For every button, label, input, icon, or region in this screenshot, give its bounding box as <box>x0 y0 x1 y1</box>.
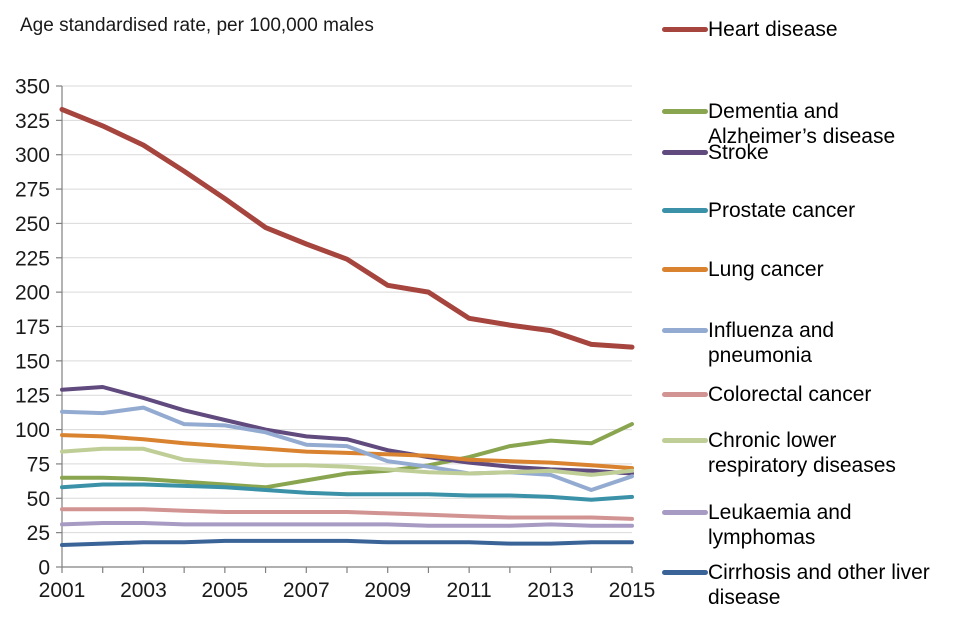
legend-swatch-icon <box>662 510 708 515</box>
legend-item-stroke: Stroke <box>662 140 769 165</box>
legend-item-lung-cancer: Lung cancer <box>662 257 824 282</box>
series-line-colorectal-cancer <box>60 507 634 521</box>
legend-item-leukaemia-and-lymphomas: Leukaemia and lymphomas <box>662 500 852 550</box>
series-line-leukaemia-and-lymphomas <box>60 521 634 528</box>
legend-label: Lung cancer <box>708 258 824 281</box>
x-tick-label: 2011 <box>447 579 492 602</box>
legend-swatch-icon <box>662 438 708 443</box>
y-tick-label: 275 <box>15 179 50 202</box>
legend-swatch-icon <box>662 392 708 397</box>
legend-swatch-icon <box>662 208 708 213</box>
legend-label: Cirrhosis and other liver disease <box>708 561 930 609</box>
x-tick-label: 2015 <box>609 579 656 602</box>
legend-swatch-icon <box>662 27 708 32</box>
y-tick-label: 325 <box>15 110 50 133</box>
legend-item-chronic-lower-respiratory-diseases: Chronic lower respiratory diseases <box>662 428 896 478</box>
legend-label: Prostate cancer <box>708 199 856 222</box>
legend-item-heart-disease: Heart disease <box>662 17 838 42</box>
legend-item-cirrhosis-and-other-liver-disease: Cirrhosis and other liver disease <box>662 560 930 610</box>
series-line-dementia-and-alzheimer-s-disease <box>60 422 634 490</box>
y-tick-label: 225 <box>15 247 50 270</box>
legend-swatch-icon <box>662 267 708 272</box>
x-tick-label: 2005 <box>201 579 248 602</box>
series-line-lung-cancer <box>60 433 634 471</box>
legend-label: Stroke <box>708 141 769 164</box>
y-tick-label: 200 <box>15 282 50 305</box>
legend-label: Heart disease <box>708 18 838 41</box>
y-tick-label: 100 <box>15 419 50 442</box>
line-chart: 0 25 50 75 100 125 150 175 200 225 250 275 300 325 350… <box>15 76 656 603</box>
x-tick-labels: 2001 2003 2005 2007 2009 2011 2013 2015 <box>39 579 656 602</box>
legend-swatch-icon <box>662 150 708 155</box>
y-tick-label: 150 <box>15 350 50 373</box>
series-lines <box>59 106 635 547</box>
legend-label: Influenza and pneumonia <box>708 319 835 367</box>
y-tick-label: 300 <box>15 144 50 167</box>
x-tick-label: 2001 <box>39 579 86 602</box>
legend-swatch-icon <box>662 570 708 575</box>
y-tick-label: 175 <box>15 316 50 339</box>
legend-swatch-icon <box>662 328 708 333</box>
x-tick-label: 2007 <box>283 579 330 602</box>
series-line-heart-disease <box>59 106 635 350</box>
x-tick-label: 2013 <box>527 579 574 602</box>
y-tick-label: 0 <box>38 557 50 580</box>
x-tick-label: 2009 <box>364 579 411 602</box>
legend-item-prostate-cancer: Prostate cancer <box>662 198 855 223</box>
legend-label: Dementia and Alzheimer’s disease <box>708 100 896 148</box>
y-tick-label: 125 <box>15 385 50 408</box>
legend: Heart disease Dementia and Alzheimer’s di… <box>662 0 958 640</box>
legend-label: Leukaemia and lymphomas <box>708 501 852 549</box>
series-line-stroke <box>60 385 634 476</box>
legend-swatch-icon <box>662 109 708 114</box>
y-tick-label: 50 <box>27 488 50 511</box>
legend-label: Chronic lower respiratory diseases <box>708 429 896 477</box>
chart-title: Age standardised rate, per 100,000 males <box>20 15 374 36</box>
legend-label: Colorectal cancer <box>708 383 872 406</box>
series-line-cirrhosis-and-other-liver-disease <box>60 538 634 547</box>
x-tick-label: 2003 <box>120 579 167 602</box>
y-tick-labels: 0 25 50 75 100 125 150 175 200 225 250 275 300 325 350 <box>15 76 50 580</box>
legend-item-colorectal-cancer: Colorectal cancer <box>662 382 871 407</box>
y-tick-label: 75 <box>27 453 50 476</box>
series-line-chronic-lower-respiratory-diseases <box>60 446 634 477</box>
series-line-influenza-and-pneumonia <box>60 405 634 492</box>
legend-item-influenza-and-pneumonia: Influenza and pneumonia <box>662 318 834 368</box>
y-tick-label: 250 <box>15 213 50 236</box>
y-tick-label: 350 <box>15 76 50 99</box>
y-tick-label: 25 <box>27 522 50 545</box>
series-line-prostate-cancer <box>60 482 634 502</box>
legend-item-dementia-and-alzheimer-s-disease: Dementia and Alzheimer’s disease <box>662 99 895 149</box>
